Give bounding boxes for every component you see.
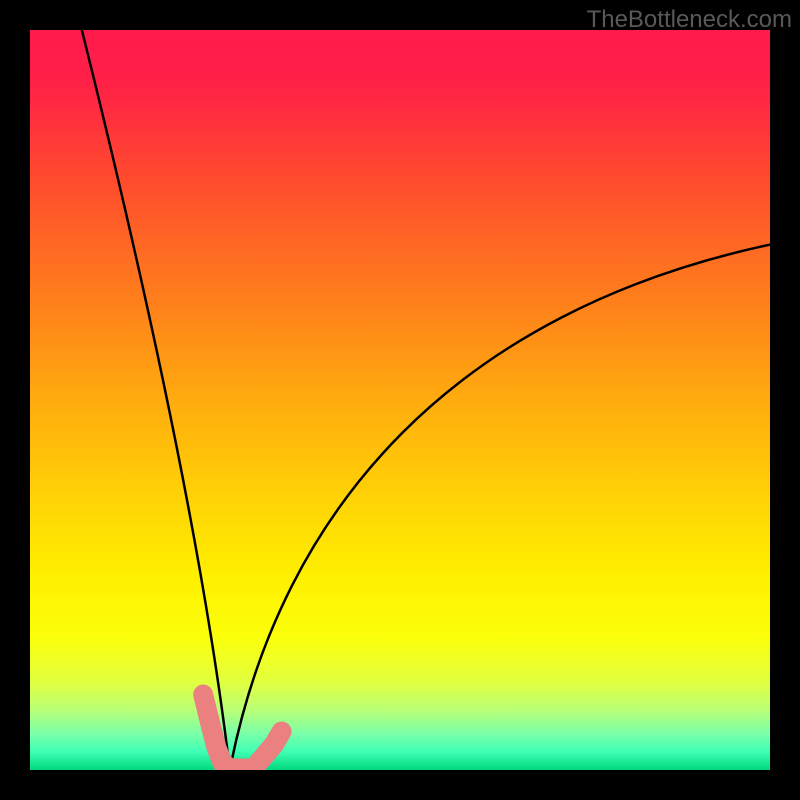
chart-container: TheBottleneck.com bbox=[0, 0, 800, 800]
plot-area bbox=[30, 30, 770, 770]
marker-dot bbox=[273, 723, 291, 741]
bottleneck-chart-svg bbox=[30, 30, 770, 770]
marker-dot bbox=[201, 713, 219, 731]
marker-dot bbox=[194, 686, 212, 704]
gradient-background bbox=[30, 30, 770, 770]
